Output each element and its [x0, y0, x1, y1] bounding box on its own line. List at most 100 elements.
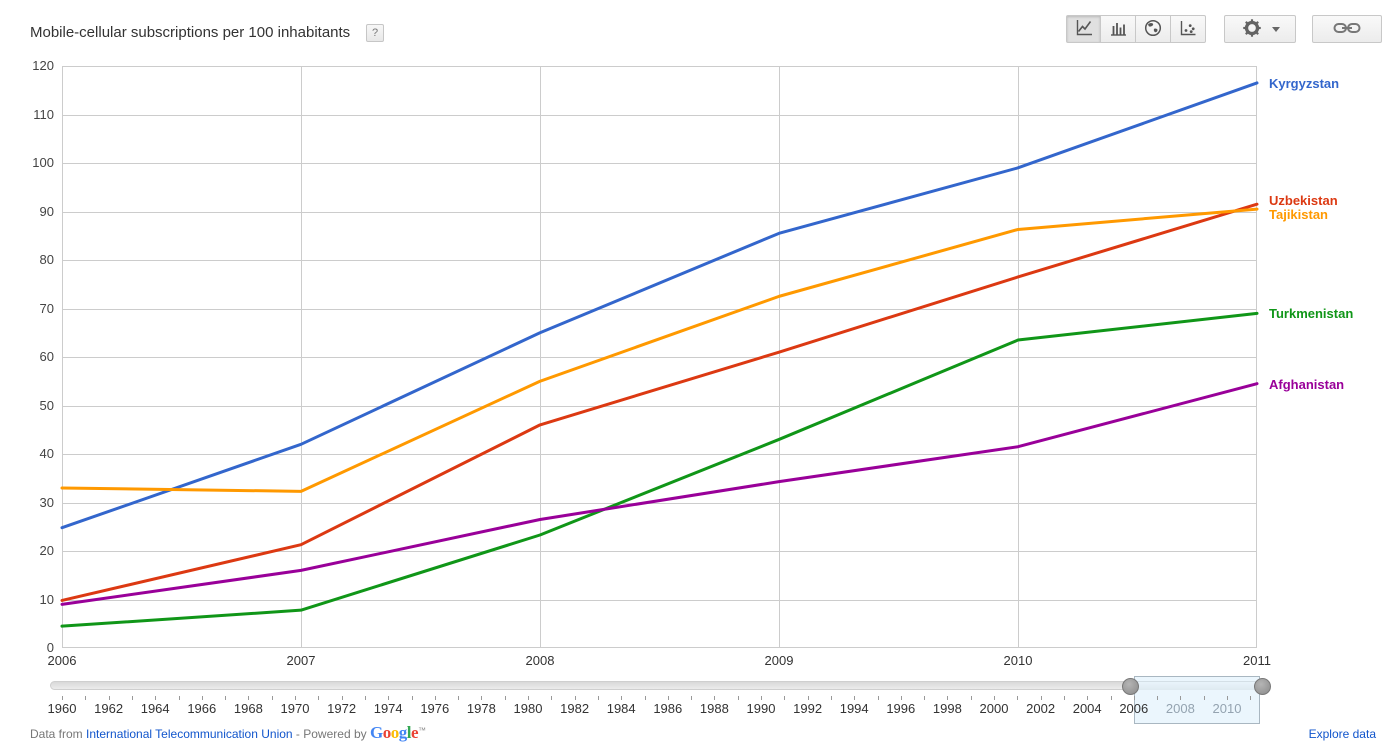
link-chain-icon [1333, 21, 1361, 38]
timeline-year-label: 1978 [466, 701, 496, 716]
x-axis-label: 2006 [47, 653, 77, 668]
map-globe-icon [1143, 18, 1163, 41]
series-line-tajikistan[interactable] [60, 207, 1259, 493]
google-logo: Google [369, 723, 419, 742]
timeline-tick [667, 696, 669, 700]
timeline-year-label: 1996 [886, 701, 916, 716]
timeline-tick [550, 696, 552, 700]
column-chart-icon [1108, 18, 1128, 41]
series-label-afghanistan[interactable]: Afghanistan [1269, 376, 1345, 392]
series-label-turkmenistan[interactable]: Turkmenistan [1269, 306, 1354, 322]
gear-icon [1241, 17, 1263, 42]
timeline-tick [317, 696, 319, 700]
x-axis-label: 2007 [286, 653, 316, 668]
google-logo-letter: o [390, 723, 400, 742]
timeline-tick [923, 696, 925, 700]
x-axis-label: 2008 [525, 653, 555, 668]
series-line-kyrgyzstan[interactable] [60, 81, 1259, 530]
timeline-tick [154, 696, 156, 700]
chart-type-scatter-button[interactable] [1171, 15, 1206, 43]
timeline-selection-box[interactable] [1133, 676, 1261, 724]
share-link-button[interactable] [1312, 15, 1382, 43]
timeline-track[interactable] [50, 681, 1262, 690]
timeline-year-label: 1972 [327, 701, 357, 716]
chart-type-map-button[interactable] [1136, 15, 1171, 43]
y-axis-label: 60 [39, 349, 54, 364]
timeline-tick [504, 696, 506, 700]
google-logo-letter: o [382, 723, 392, 742]
timeline-tick [1086, 696, 1088, 700]
timeline-year-label: 1994 [839, 701, 869, 716]
timeline-tick [620, 696, 622, 700]
timeline-tick [877, 696, 879, 700]
timeline-right-handle[interactable] [1254, 678, 1272, 695]
series-label-uzbekistan[interactable]: Uzbekistan [1269, 192, 1338, 208]
timeline-year-label: 1964 [140, 701, 170, 716]
help-button[interactable]: ? [366, 24, 384, 42]
timeline-tick [387, 696, 389, 700]
x-axis-label: 2011 [1243, 653, 1271, 668]
chart-type-switcher [1066, 15, 1206, 43]
timeline-tick [574, 696, 576, 700]
chart-type-column-button[interactable] [1101, 15, 1136, 43]
timeline-year-label: 1988 [699, 701, 729, 716]
series-label-tajikistan[interactable]: Tajikistan [1269, 206, 1329, 222]
timeline-year-label: 1960 [47, 701, 77, 716]
timeline-year-label: 2008 [1165, 701, 1195, 716]
x-axis-label: 2009 [764, 653, 794, 668]
y-axis-label: 110 [33, 106, 54, 122]
footer-prefix: Data from [30, 727, 87, 741]
timeline-year-label: 1976 [420, 701, 450, 716]
timeline-year-label: 1970 [280, 701, 310, 716]
timeline-tick [1156, 696, 1158, 700]
timeline-year-label: 1974 [373, 701, 403, 716]
timeline-tick [1040, 696, 1042, 700]
timeline-tick [1133, 696, 1135, 700]
timeline-year-label: 1982 [560, 701, 590, 716]
trademark-symbol: ™ [417, 726, 426, 735]
timeline-tick [108, 696, 110, 700]
timeline-tick [807, 696, 809, 700]
google-logo-letter: G [369, 723, 383, 742]
series-label-kyrgyzstan[interactable]: Kyrgyzstan [1269, 75, 1340, 91]
explore-data-link[interactable]: Explore data [1308, 727, 1376, 741]
timeline-tick [294, 696, 296, 700]
timeline-tick [271, 696, 273, 700]
timeline-year-label: 1966 [187, 701, 217, 716]
line-chart-icon [1074, 18, 1094, 41]
timeline-year-label: 2010 [1212, 701, 1242, 716]
timeline-year-label: 1986 [653, 701, 683, 716]
timeline-tick [1179, 696, 1181, 700]
series-line-turkmenistan[interactable] [60, 311, 1259, 628]
timeline-tick [970, 696, 972, 700]
timeline-left-handle[interactable] [1121, 678, 1139, 695]
timeline-tick [690, 696, 692, 700]
timeline-tick [61, 696, 63, 700]
y-axis-label: 120 [32, 58, 54, 73]
timeline-year-label: 2002 [1026, 701, 1056, 716]
timeline-tick [597, 696, 599, 700]
timeline-tick [131, 696, 133, 700]
timeline-year-label: 1962 [94, 701, 124, 716]
timeline-tick [434, 696, 436, 700]
timeline-tick [853, 696, 855, 700]
timeline-year-label: 1984 [606, 701, 636, 716]
settings-button[interactable] [1224, 15, 1296, 43]
timeline-tick [993, 696, 995, 700]
y-axis-label: 20 [39, 543, 54, 558]
y-axis-label: 40 [39, 446, 54, 461]
chart-type-line-button[interactable] [1066, 15, 1101, 43]
plot-border [62, 66, 1257, 648]
page-title: Mobile-cellular subscriptions per 100 in… [30, 24, 351, 41]
series-line-afghanistan[interactable] [60, 382, 1259, 606]
timeline-year-label: 1990 [746, 701, 776, 716]
timeline-selected-segment[interactable] [1133, 681, 1261, 690]
timeline-tick [224, 696, 226, 700]
timeline-tick [480, 696, 482, 700]
series-line-uzbekistan[interactable] [60, 202, 1259, 602]
timeline-tick [760, 696, 762, 700]
timeline-tick [247, 696, 249, 700]
timeline-tick [1016, 696, 1018, 700]
data-source-link[interactable]: International Telecommunication Union [86, 727, 293, 741]
footer-middle: - Powered by [292, 727, 370, 741]
